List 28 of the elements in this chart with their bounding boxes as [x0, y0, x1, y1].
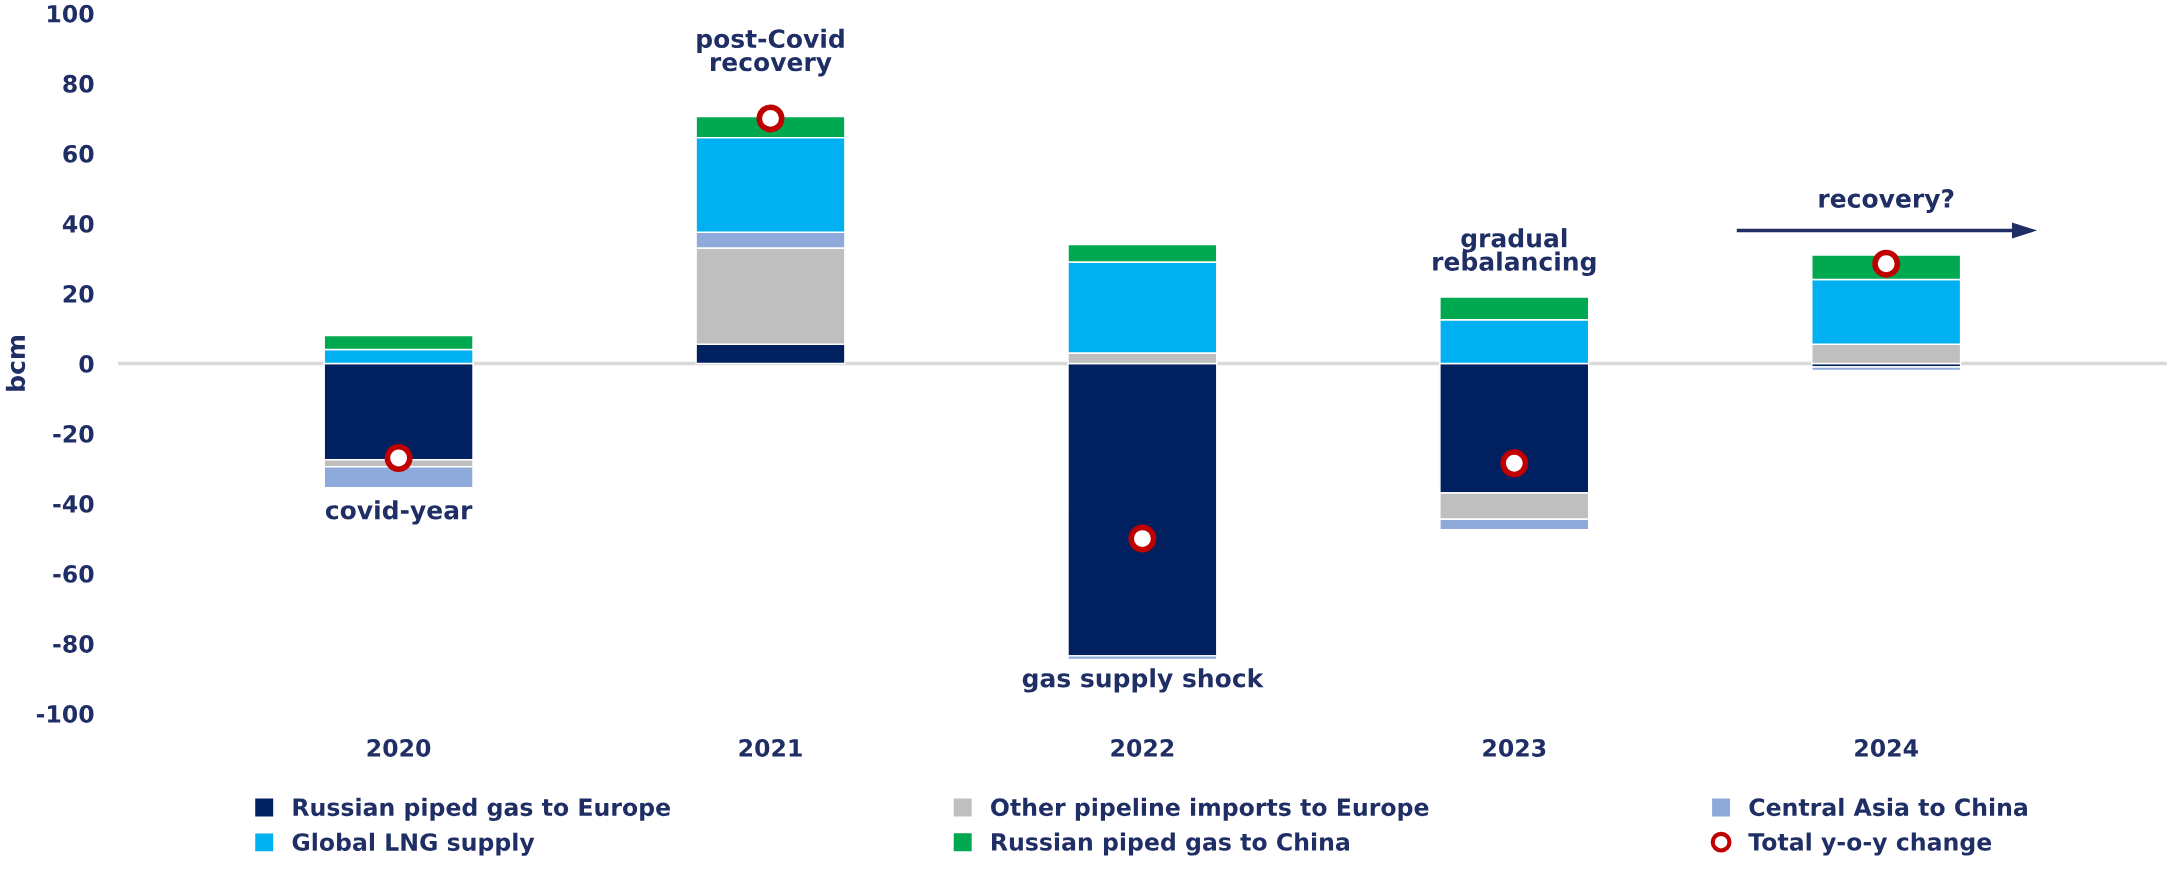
legend-label: Other pipeline imports to Europe	[991, 797, 1429, 821]
annotation: gas supply shock	[1022, 668, 1264, 693]
x-tick-label: 2023	[1483, 739, 1546, 757]
annotation: recovery?	[1819, 188, 1954, 213]
y-tick-label: 80	[63, 74, 94, 93]
annotation: post-Covid recovery	[697, 28, 844, 77]
x-tick-label: 2020	[367, 739, 431, 757]
y-tick-label: 20	[63, 284, 94, 303]
x-tick-label: 2022	[1111, 739, 1174, 757]
y-tick-label: 100	[48, 4, 94, 23]
legend-label: Global LNG supply	[292, 832, 535, 856]
x-tick-label: 2024	[1855, 739, 1918, 757]
legend-label: Russian piped gas to China	[992, 832, 1349, 856]
annotation: gradual rebalancing	[1433, 228, 1596, 276]
y-tick-label: 60	[63, 144, 94, 163]
y-tick-label: -40	[53, 494, 94, 513]
y-tick-label: -100	[36, 705, 94, 723]
legend-label: Russian piped gas to Europe	[293, 797, 670, 821]
legend-label: Central Asia to China	[1749, 797, 2027, 817]
y-tick-label: 40	[62, 214, 94, 233]
x-tick-label: 2021	[739, 739, 802, 757]
legend-label: Total y-o-y change	[1748, 832, 1992, 856]
y-tick-label: -80	[53, 635, 94, 653]
y-axis-title: bcm	[5, 336, 26, 391]
y-tick-label: 0	[79, 354, 94, 373]
y-tick-label: -60	[53, 565, 94, 583]
annotation: covid-year	[325, 500, 473, 525]
y-tick-label: -20	[53, 424, 94, 443]
